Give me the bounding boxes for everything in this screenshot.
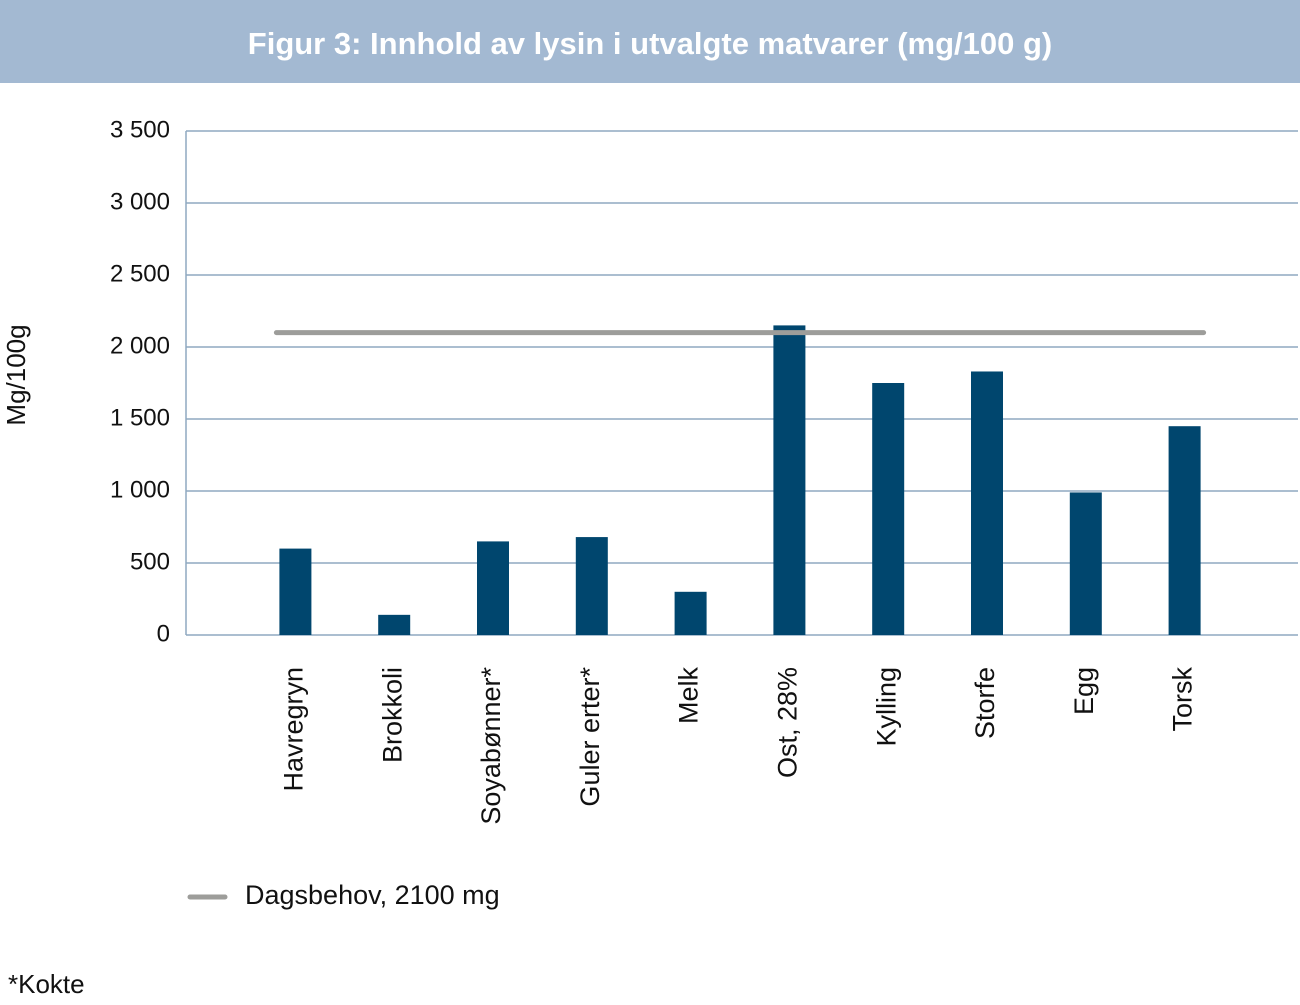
x-tick-label: Kylling xyxy=(871,667,901,747)
y-axis-label: Mg/100g xyxy=(1,324,31,425)
bar xyxy=(872,383,905,635)
title-bar xyxy=(0,0,1300,83)
x-tick-label: Guler erter* xyxy=(575,667,605,807)
y-tick-label: 3 000 xyxy=(110,188,170,215)
bar xyxy=(477,541,509,635)
x-tick-label: Torsk xyxy=(1168,667,1198,732)
x-tick-label: Melk xyxy=(674,667,704,725)
y-tick-label: 2 500 xyxy=(110,260,170,287)
x-tick-label: Brokkoli xyxy=(377,667,407,763)
bar xyxy=(378,614,411,635)
bar xyxy=(971,371,1003,635)
y-tick-label: 0 xyxy=(157,620,170,647)
chart-title: Figur 3: Innhold av lysin i utvalgte mat… xyxy=(248,26,1052,61)
legend-label: Dagsbehov, 2100 mg xyxy=(245,880,500,910)
x-tick-label: Ost, 28% xyxy=(773,667,803,778)
footnote: *Kokte xyxy=(8,969,85,999)
x-tick-label: Storfe xyxy=(970,667,1000,739)
y-tick-label: 500 xyxy=(130,548,170,575)
y-tick-label: 1 500 xyxy=(110,404,170,431)
x-tick-label: Soyabønner* xyxy=(476,667,506,825)
bar xyxy=(279,548,312,635)
y-tick-label: 2 000 xyxy=(110,332,170,359)
x-tick-label: Havregryn xyxy=(279,667,309,792)
bar xyxy=(1069,492,1102,635)
y-tick-label: 3 500 xyxy=(110,116,170,143)
x-tick-label: Egg xyxy=(1069,667,1099,715)
bar xyxy=(773,325,806,635)
bar xyxy=(1168,426,1201,635)
y-tick-label: 1 000 xyxy=(110,476,170,503)
bar xyxy=(575,537,608,635)
bar xyxy=(674,591,707,635)
